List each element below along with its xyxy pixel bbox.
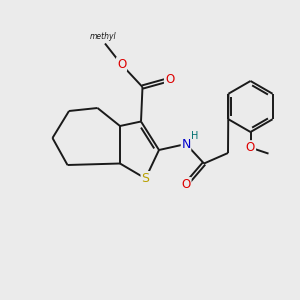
Text: O: O <box>182 178 190 191</box>
Text: N: N <box>181 137 191 151</box>
Text: O: O <box>165 73 174 86</box>
Text: H: H <box>191 130 198 141</box>
Text: O: O <box>117 58 126 71</box>
Text: methyl: methyl <box>90 32 117 41</box>
Text: O: O <box>246 141 255 154</box>
Text: S: S <box>142 172 149 185</box>
